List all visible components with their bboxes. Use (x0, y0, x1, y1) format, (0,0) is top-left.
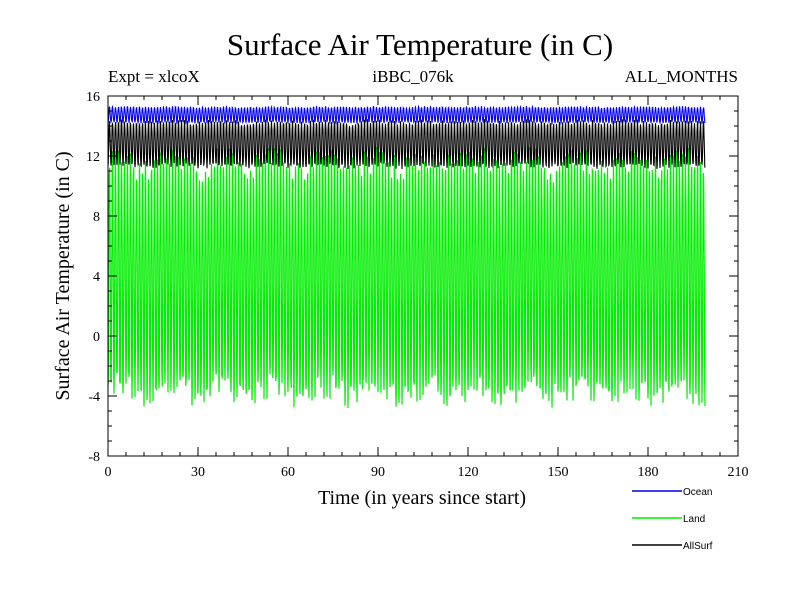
y-tick-label: 12 (86, 150, 100, 165)
legend-label-ocean: Ocean (683, 487, 712, 498)
y-tick-label: -4 (88, 390, 100, 405)
x-axis-label: Time (in years since start) (318, 487, 526, 509)
run-label: iBBC_076k (372, 67, 454, 86)
x-tick-label: 180 (638, 465, 659, 480)
series-line-ocean (108, 104, 706, 126)
series-line-allsurf (108, 119, 706, 170)
legend: Ocean Land AllSurf (632, 487, 713, 552)
months-label: ALL_MONTHS (625, 67, 738, 86)
x-tick-label: 150 (548, 465, 569, 480)
x-tick-label: 210 (728, 465, 749, 480)
series-line-land (108, 146, 706, 408)
chart-title: Surface Air Temperature (in C) (227, 27, 613, 62)
x-tick-label: 0 (105, 465, 112, 480)
x-tick-label: 30 (191, 465, 205, 480)
legend-label-land: Land (683, 514, 705, 525)
y-tick-label: 4 (93, 270, 100, 285)
x-tick-label: 60 (281, 465, 295, 480)
x-tick-label: 90 (371, 465, 385, 480)
y-tick-label: 16 (86, 90, 100, 105)
y-tick-label: -8 (88, 450, 100, 465)
plot-frame (107, 95, 739, 457)
y-tick-label: 8 (93, 210, 100, 225)
x-tick-label: 120 (458, 465, 479, 480)
legend-label-allsurf: AllSurf (683, 541, 713, 552)
series-layer (108, 104, 706, 408)
y-axis-label: Surface Air Temperature (in C) (52, 151, 74, 400)
experiment-label: Expt = xlcoX (108, 67, 200, 86)
y-tick-label: 0 (93, 330, 100, 345)
axes: 0 30 60 90 120 150 180 210 -8 -4 0 4 8 12 16 (86, 90, 749, 480)
